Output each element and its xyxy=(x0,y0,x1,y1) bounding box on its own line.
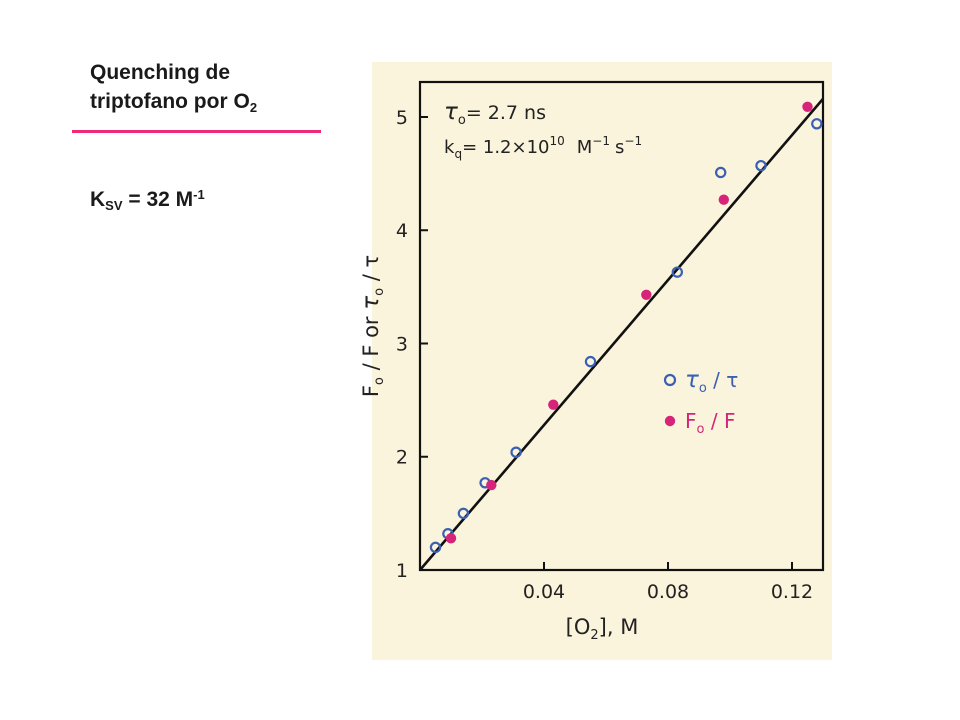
tau0-symbol: τ xyxy=(444,99,458,125)
legend-open-label: τo / τ xyxy=(685,367,738,396)
y-tick-label: 4 xyxy=(396,220,408,242)
data-point-filled xyxy=(548,399,559,410)
legend-open-label-1: τ xyxy=(685,367,699,393)
x-axis-label: [O2], M xyxy=(566,615,639,643)
annotation-kq: kq= 1.2×1010 M−1 s−1 xyxy=(444,134,642,161)
x-tick-label: 0.12 xyxy=(771,581,813,603)
legend-open-label-2: o xyxy=(699,381,707,396)
ksv-symbol: K xyxy=(90,188,106,211)
legend-filled-label: Fo / F xyxy=(685,409,735,437)
legend-filled-label-1: F xyxy=(685,409,697,433)
data-point-filled xyxy=(718,194,729,205)
ksv-equation: KSV = 32 M-1 xyxy=(90,188,205,212)
title-line-2-text: triptofano por O xyxy=(90,90,250,113)
data-point-open xyxy=(715,166,727,179)
ksv-exponent: -1 xyxy=(193,187,205,202)
legend: τo / τ Fo / F xyxy=(663,367,738,437)
y-tick-label: 5 xyxy=(396,107,408,129)
fit-line-group xyxy=(419,98,824,571)
data-point-open xyxy=(429,541,442,554)
y-axis-label-2: o xyxy=(372,377,387,385)
data-points xyxy=(429,101,823,554)
y-axis-label: Fo / F or τo / τ xyxy=(358,255,387,397)
y-tick-label: 3 xyxy=(396,333,408,355)
title-line-1: Quenching de xyxy=(90,61,231,84)
tau0-text: = 2.7 ns xyxy=(466,102,546,124)
kq-units-exp2: −1 xyxy=(624,134,642,148)
kq-units-s: s xyxy=(615,137,624,158)
kq-symbol: k xyxy=(444,137,455,158)
legend-open-label-3: / τ xyxy=(707,368,739,392)
title-line-2: triptofano por O2 xyxy=(90,87,257,116)
annotation-tau0: τo= 2.7 ns xyxy=(444,99,546,128)
legend-filled-marker xyxy=(664,415,676,427)
y-axis-label-5: o xyxy=(372,288,387,296)
y-tick-label: 2 xyxy=(396,447,408,469)
x-axis-label-tail: ], M xyxy=(599,615,639,639)
ksv-subscript: SV xyxy=(105,198,123,213)
kq-units-m: M xyxy=(577,137,593,158)
y-axis-label-1: F xyxy=(359,385,383,397)
plot-frame xyxy=(418,80,825,572)
data-point-filled xyxy=(486,479,497,491)
y-axis-label-4: τ xyxy=(358,296,384,310)
legend-open-marker xyxy=(663,373,677,387)
stern-volmer-chart: 0.04 0.08 0.12 1 2 3 4 5 τo= 2.7 ns kq= 1.2×101… xyxy=(340,62,840,662)
kq-exponent: 10 xyxy=(549,134,564,148)
title-underline xyxy=(72,130,321,133)
fit-line xyxy=(419,98,824,571)
kq-units-exp1: −1 xyxy=(592,134,610,148)
legend-filled-label-3: / F xyxy=(704,409,735,433)
data-point-filled xyxy=(641,289,652,300)
kq-subscript: q xyxy=(454,147,462,161)
ksv-value: = 32 M xyxy=(122,188,194,211)
x-axis-label-sub: 2 xyxy=(590,628,598,643)
data-point-open xyxy=(457,507,470,520)
x-axis-label-main: [O xyxy=(566,615,591,639)
y-tick-label: 1 xyxy=(396,560,408,582)
data-point-open xyxy=(671,266,683,278)
x-tick-label: 0.04 xyxy=(523,581,565,603)
y-axis-label-3: / F or xyxy=(359,310,383,377)
data-point-open xyxy=(510,446,522,458)
kq-text: = 1.2×10 xyxy=(462,137,549,158)
data-point-filled xyxy=(802,101,813,112)
legend-filled-label-2: o xyxy=(697,422,705,437)
chart-background xyxy=(372,62,832,660)
title-subscript: 2 xyxy=(249,100,258,115)
data-point-open xyxy=(811,118,823,130)
data-point-filled xyxy=(445,533,457,544)
data-point-open xyxy=(755,159,767,172)
x-tick-label: 0.08 xyxy=(647,581,689,603)
tau0-subscript: o xyxy=(458,113,466,128)
y-axis-label-6: / τ xyxy=(359,255,383,288)
data-point-open xyxy=(584,355,597,368)
slide-title: Quenching de triptofano por O2 xyxy=(90,58,257,116)
